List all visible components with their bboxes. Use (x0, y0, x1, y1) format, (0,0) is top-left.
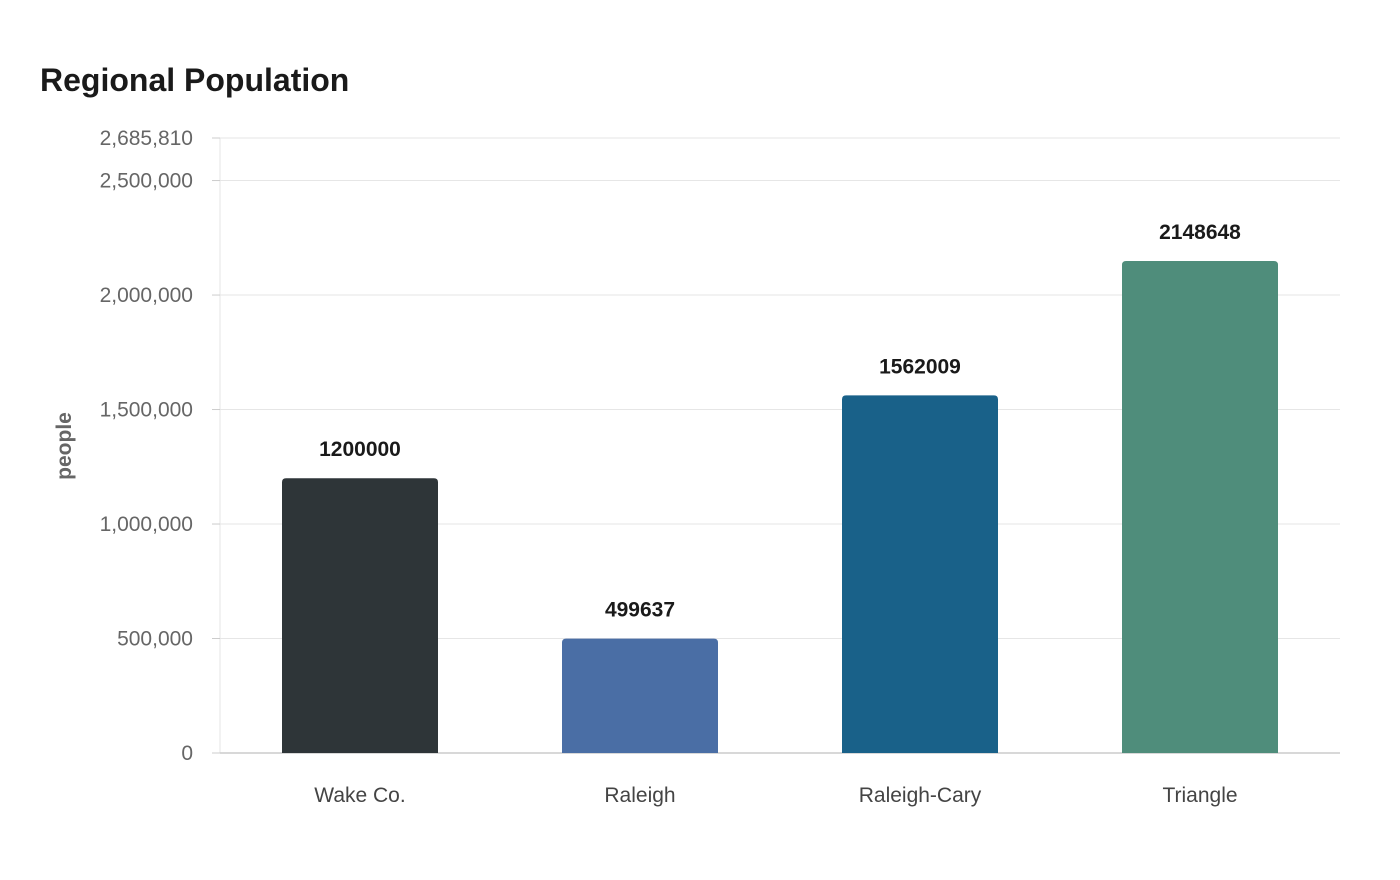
y-axis-title: people (53, 412, 76, 480)
x-category-label: Wake Co. (314, 784, 405, 807)
bar-triangle (1122, 261, 1278, 753)
value-labels: 1200000 499637 1562009 2148648 (319, 221, 1241, 622)
y-tick-label: 2,685,810 (100, 127, 193, 150)
x-category-label: Triangle (1162, 784, 1237, 807)
y-tick-label: 500,000 (117, 628, 193, 651)
bar-wake-co (282, 478, 438, 753)
y-tick-label: 2,000,000 (100, 284, 193, 307)
y-tick-label: 2,500,000 (100, 170, 193, 193)
x-category-label: Raleigh (604, 784, 675, 807)
bar-raleigh-cary (842, 395, 998, 753)
bar-raleigh (562, 638, 718, 753)
y-tick-label: 1,500,000 (100, 399, 193, 422)
bar-value-label: 2148648 (1159, 221, 1241, 244)
bars (282, 261, 1278, 753)
x-category-label: Raleigh-Cary (859, 784, 982, 807)
y-tick-label: 0 (181, 742, 193, 765)
bar-value-label: 499637 (605, 599, 675, 622)
x-axis-categories: Wake Co. Raleigh Raleigh-Cary Triangle (314, 784, 1237, 807)
y-axis-ticks: 0 500,000 1,000,000 1,500,000 2,000,000 2,500… (100, 127, 220, 765)
chart-title: Regional Population (40, 62, 350, 98)
bar-value-label: 1200000 (319, 438, 401, 461)
y-tick-label: 1,000,000 (100, 513, 193, 536)
bar-value-label: 1562009 (879, 355, 961, 378)
